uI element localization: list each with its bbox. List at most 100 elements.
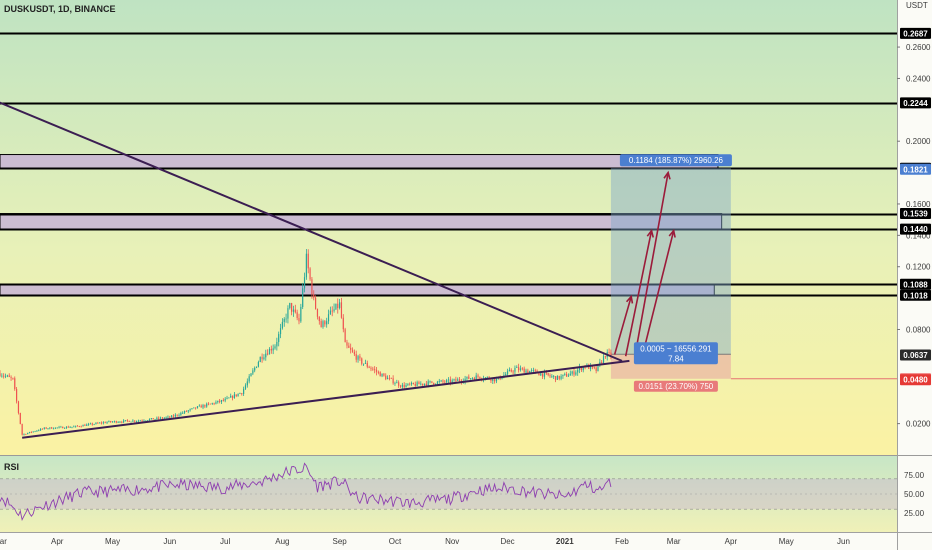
candle-body: [17, 401, 20, 413]
candle-body: [204, 405, 206, 407]
candle-body: [172, 415, 175, 417]
candle-body: [174, 414, 176, 417]
time-axis-background: [0, 532, 897, 550]
candle-body: [86, 424, 88, 426]
candle-body: [119, 421, 121, 423]
time-axis-ticks[interactable]: Mar Apr May Jun Jul Aug Sep Oct Nov Dec 2021 Feb Mar…: [0, 537, 850, 546]
candle-body: [442, 380, 444, 382]
candle-body: [62, 426, 64, 429]
price-tag-text: 0.0480: [903, 376, 928, 385]
candle-body: [222, 400, 224, 401]
candle-body: [230, 395, 232, 398]
time-tick-label: Dec: [500, 537, 514, 546]
target-label: 0.1184 (185.87%) 2960.26: [629, 156, 724, 165]
candle-body: [123, 420, 125, 423]
rsi-indicator: [0, 462, 897, 522]
trend-lines[interactable]: [0, 99, 630, 439]
candle-body: [279, 328, 282, 335]
candle-body: [19, 412, 21, 424]
candle-body: [329, 310, 331, 315]
candle-body: [307, 253, 309, 269]
candle-body: [244, 385, 247, 389]
candle-body: [549, 375, 551, 377]
level-price-tag-text: 0.1088: [903, 280, 928, 289]
candle-body: [16, 389, 18, 402]
candle-body: [76, 425, 79, 427]
candle-body: [608, 352, 610, 353]
candle-body: [27, 433, 29, 435]
price-axis-background: [897, 0, 932, 550]
candle-body: [444, 381, 446, 383]
candle-body: [311, 279, 313, 295]
candle-body: [564, 374, 566, 375]
candle-body: [398, 382, 400, 386]
candle-body: [43, 427, 45, 429]
candle-body: [272, 348, 274, 351]
candle-body: [45, 427, 47, 429]
candle-body: [353, 351, 355, 355]
candle-body: [580, 367, 582, 371]
candle-body: [56, 427, 58, 429]
time-tick-label: Jun: [163, 537, 176, 546]
candle-body: [595, 367, 597, 371]
candle-body: [10, 376, 12, 378]
candle-body: [14, 378, 16, 390]
level-price-tag: [900, 97, 931, 109]
candle-body: [593, 366, 595, 368]
candle-body: [289, 303, 291, 309]
candle-body: [195, 407, 197, 409]
symbol-title[interactable]: DUSKUSDT, 1D, BINANCE: [4, 4, 116, 14]
candle-body: [362, 363, 365, 365]
candle-body: [167, 416, 169, 418]
target-zone[interactable]: [610, 168, 731, 355]
long-position-tool[interactable]: [610, 168, 897, 380]
projection-arrows[interactable]: [613, 170, 676, 357]
candle-body: [224, 398, 226, 401]
price-tick-label: 0.0200: [906, 420, 931, 429]
candle-body: [403, 384, 405, 388]
candle-body: [148, 419, 151, 421]
candle-body: [93, 424, 95, 425]
time-tick-label: Jun: [837, 537, 850, 546]
candle-body: [420, 383, 422, 385]
candle-body: [239, 393, 241, 394]
candle-body: [340, 302, 343, 318]
candle-body: [65, 426, 68, 429]
candle-body: [115, 421, 117, 423]
candle-body: [464, 378, 466, 382]
candle-body: [431, 381, 433, 383]
candle-body: [71, 426, 73, 428]
candle-body: [604, 356, 606, 358]
candle-body: [309, 268, 311, 280]
candle-body: [135, 421, 138, 422]
candle-body: [145, 420, 147, 422]
candle-body: [318, 316, 320, 322]
candle-body: [49, 427, 51, 429]
candle-body: [78, 426, 80, 427]
candle-body: [569, 373, 571, 376]
candle-body: [124, 420, 127, 421]
candle-body: [303, 277, 306, 289]
candle-body: [412, 382, 415, 385]
candle-body: [163, 417, 165, 419]
candle-body: [23, 434, 25, 435]
candle-body: [108, 421, 110, 423]
candle-body: [327, 314, 330, 322]
candle-body: [458, 379, 461, 381]
candle-body: [25, 434, 27, 435]
candle-body: [427, 381, 429, 386]
candle-body: [582, 366, 584, 371]
candle-body: [250, 373, 252, 377]
price-axis-ticks[interactable]: 0.2600 0.2400 0.2000 0.1600 0.1400 0.1200 0.08…: [897, 43, 931, 429]
level-price-tag-text: 0.1539: [903, 210, 928, 219]
candle-body: [193, 407, 195, 409]
candle-body: [263, 357, 265, 360]
candle-body: [128, 420, 130, 422]
candle-body: [54, 427, 56, 429]
candle-body: [455, 379, 457, 381]
candle-body: [562, 374, 564, 377]
candle-body: [154, 419, 156, 420]
entry-label-line-1: 0.0005 ~ 16556.291: [640, 344, 712, 353]
candle-body: [479, 376, 481, 379]
